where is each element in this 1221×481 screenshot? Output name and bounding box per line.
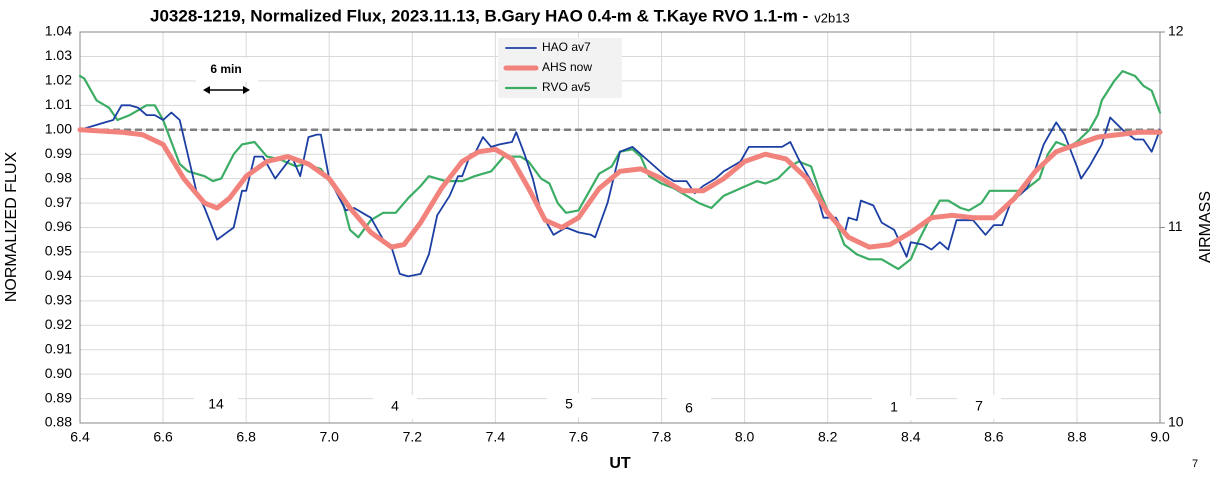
y-tick-label: 1.01 [45, 96, 72, 112]
legend-label: AHS now [542, 60, 592, 74]
y-tick-label: 0.88 [45, 414, 72, 430]
annotation: 1 [890, 399, 898, 415]
y-tick-label: 0.96 [45, 218, 72, 234]
x-tick-label: 9.0 [1150, 429, 1170, 445]
series-line [77, 127, 1163, 250]
annotation: 4 [391, 398, 399, 414]
x-tick-label: 7.6 [569, 429, 589, 445]
annotation-box [872, 396, 916, 420]
x-tick-label: 8.6 [984, 429, 1004, 445]
x-tick-label: 7.0 [319, 429, 339, 445]
x-tick-label: 7.8 [652, 429, 672, 445]
footer-note: 7 [1192, 458, 1198, 470]
annotation-box [957, 395, 1001, 419]
chart-title: J0328-1219, Normalized Flux, 2023.11.13,… [150, 6, 808, 25]
x-tick-label: 8.8 [1067, 429, 1087, 445]
y-tick-label: 0.97 [45, 194, 72, 210]
y-tick-label: 1.00 [45, 120, 72, 136]
y-tick-label: 1.02 [45, 72, 72, 88]
x-tick-label: 8.4 [901, 429, 921, 445]
y-tick-label: 0.90 [45, 365, 72, 381]
scale-bar-label: 6 min [210, 62, 241, 76]
y-tick-label: 0.91 [45, 340, 72, 356]
legend-label: RVO av5 [542, 80, 591, 94]
x-tick-label: 6.4 [70, 429, 90, 445]
y-axis-label: NORMALIZED FLUX [3, 152, 20, 303]
annotation-box [373, 395, 417, 419]
annotation: 5 [565, 396, 573, 412]
annotation-box [667, 397, 711, 421]
y2-tick-label: 11 [1168, 218, 1183, 234]
x-tick-label: 8.2 [818, 429, 838, 445]
annotation: 6 [685, 400, 693, 416]
annotation: 7 [975, 398, 983, 414]
y-tick-label: 0.98 [45, 169, 72, 185]
plot-frame [79, 31, 1161, 424]
legend-label: HAO av7 [542, 40, 591, 54]
y-tick-label: 0.89 [45, 389, 72, 405]
y-tick-label: 0.92 [45, 316, 72, 332]
x-tick-label: 7.4 [486, 429, 506, 445]
annotation-box [547, 393, 591, 417]
y-tick-label: 0.99 [45, 145, 72, 161]
y-tick-label: 0.94 [45, 267, 72, 283]
x-axis-label: UT [609, 455, 631, 472]
x-tick-label: 8.0 [735, 429, 755, 445]
annotation: 14 [208, 396, 224, 412]
y-tick-label: 0.93 [45, 292, 72, 308]
x-tick-label: 6.8 [236, 429, 256, 445]
x-tick-label: 7.2 [403, 429, 423, 445]
chart-version: v2b13 [814, 10, 849, 25]
y2-axis-label: AIRMASS [1197, 191, 1214, 263]
series-line [78, 70, 1162, 271]
y-tick-label: 1.03 [45, 47, 72, 63]
y-tick-label: 1.04 [45, 23, 72, 39]
annotation-box [194, 393, 238, 417]
scale-box [196, 58, 258, 82]
y-tick-label: 0.95 [45, 243, 72, 259]
y2-tick-label: 10 [1168, 414, 1184, 430]
x-tick-label: 6.6 [153, 429, 173, 445]
y2-tick-label: 12 [1168, 23, 1184, 39]
